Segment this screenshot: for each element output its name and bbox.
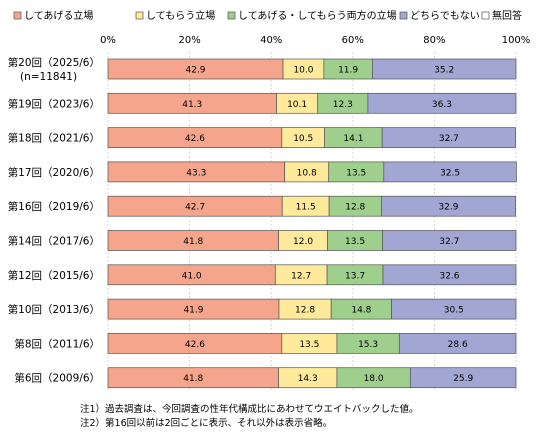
category-label: 第19回（2023/6）	[8, 97, 100, 110]
data-label: 14.8	[351, 306, 371, 316]
bar-segment	[383, 161, 517, 183]
x-tick-label: 100%	[502, 35, 531, 46]
category-label: 第18回（2021/6）	[8, 132, 100, 145]
data-label: 14.3	[298, 374, 318, 384]
data-label: 32.6	[439, 271, 459, 281]
category-label: 第12回（2015/6）	[8, 269, 100, 282]
x-axis-ticks: 0% 20% 40% 60% 80% 100%	[100, 35, 530, 46]
legend-label: 無回答	[492, 9, 522, 22]
data-label: 32.7	[439, 134, 459, 144]
bar-segment	[382, 230, 517, 251]
data-label: 12.8	[295, 306, 315, 316]
legend-swatch	[13, 11, 22, 20]
bar-segment	[382, 264, 517, 286]
data-label: 11.5	[296, 203, 316, 213]
data-label: 32.5	[440, 168, 460, 178]
legend-label: してあげる・してもらう両方の立場	[238, 9, 397, 22]
category-label: 第6回（2009/6）	[14, 372, 100, 385]
chart-legend: してあげる立場 してもらう立場 してあげる・してもらう両方の立場 どちらでもない 無回答	[13, 9, 522, 22]
data-label: 12.8	[345, 203, 365, 213]
data-label: 12.0	[293, 237, 313, 247]
data-label: 43.3	[186, 168, 206, 178]
data-label: 13.7	[345, 271, 365, 281]
legend-swatch	[135, 11, 144, 20]
legend-label: してあげる立場	[24, 9, 93, 22]
data-label: 10.5	[293, 134, 313, 144]
x-tick-label: 60%	[342, 35, 364, 46]
data-label: 41.9	[183, 306, 203, 316]
data-label: 42.9	[185, 66, 205, 76]
bar-segment	[409, 367, 517, 389]
bar-segment	[367, 92, 517, 114]
data-label: 42.7	[185, 203, 205, 213]
chart-note: 注2）第16回以前は2回ごとに表示、それ以外は表示省略。	[80, 417, 332, 429]
chart-notes: 注1）過去調査は、今回調査の性年代構成比にあわせてウエイトバックした値。注2）第…	[80, 403, 419, 429]
category-labels: 第20回（2025/6） (n=11841) 第19回（2023/6） 第18回（20…	[8, 56, 100, 385]
data-label: 10.0	[293, 66, 313, 76]
data-label: 25.9	[453, 374, 473, 384]
category-label: 第17回（2020/6）	[8, 166, 100, 179]
data-label: 41.8	[183, 237, 203, 247]
bar-segment	[381, 195, 516, 217]
data-label: 41.3	[182, 100, 202, 110]
bar-segment	[391, 298, 517, 320]
chart-note: 注1）過去調査は、今回調査の性年代構成比にあわせてウエイトバックした値。	[80, 403, 419, 415]
data-label: 13.5	[299, 340, 319, 350]
legend-swatch	[399, 11, 408, 20]
category-label: 第8回（2011/6）	[14, 337, 100, 350]
data-label: 28.6	[448, 340, 468, 350]
data-label: 42.6	[185, 134, 205, 144]
data-label: 12.3	[333, 100, 353, 110]
legend-label: してもらう立場	[146, 9, 215, 22]
legend-swatch	[227, 11, 236, 20]
x-tick-label: 80%	[423, 35, 445, 46]
legend-label: どちらでもない	[410, 10, 480, 22]
data-label: 18.0	[364, 374, 384, 384]
legend-swatch	[481, 11, 490, 20]
data-label: 42.6	[185, 340, 205, 350]
data-label: 32.7	[439, 237, 459, 247]
category-label: 第10回（2013/6）	[8, 303, 100, 316]
category-label: 第14回（2017/6）	[8, 235, 100, 248]
data-label: 41.0	[182, 271, 202, 281]
data-label: 13.5	[345, 237, 365, 247]
category-label: 第20回（2025/6）	[8, 56, 100, 69]
data-label: 30.5	[444, 306, 464, 316]
bar-segment	[372, 58, 517, 80]
data-label: 14.1	[343, 134, 363, 144]
category-sublabel: (n=11841)	[20, 71, 77, 83]
data-label: 10.1	[287, 100, 307, 110]
data-label: 35.2	[434, 66, 454, 76]
data-label: 10.8	[297, 168, 317, 178]
bars: 42.9 10.0 11.9 35.2 41.3 10.1 12.3 36.3 42.6 10.5…	[107, 58, 517, 389]
x-tick-label: 20%	[178, 35, 200, 46]
data-label: 12.7	[291, 271, 311, 281]
data-label: 32.9	[438, 203, 458, 213]
bar-segment	[381, 127, 516, 148]
data-label: 36.3	[432, 100, 452, 110]
x-tick-label: 40%	[260, 35, 282, 46]
data-label: 15.3	[358, 340, 378, 350]
x-tick-label: 0%	[100, 35, 116, 46]
category-label: 第16回（2019/6）	[8, 200, 100, 213]
data-label: 11.9	[338, 66, 358, 76]
data-label: 13.5	[346, 168, 366, 178]
data-label: 41.8	[183, 374, 203, 384]
bar-segment	[398, 333, 517, 354]
